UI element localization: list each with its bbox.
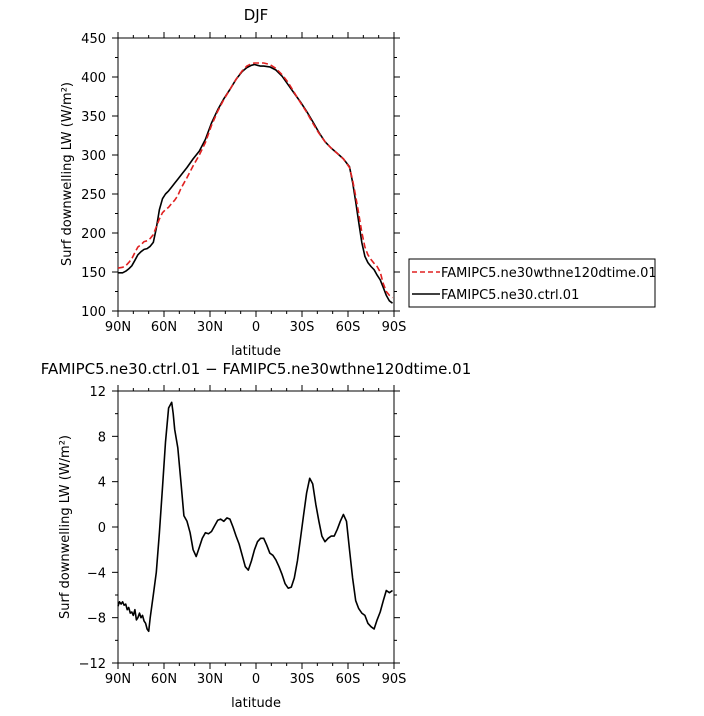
bottom-y-tick-label: −4 [87,566,106,581]
top-y-tick-label: 250 [81,188,106,203]
top-series-group [117,62,393,304]
bottom-y-axis-label: Surf downwelling LW (W/m²) [58,435,73,619]
bottom-y-tick-label: 12 [89,385,106,400]
top-y-tick-label: 350 [81,110,106,125]
top-chart-title: DJF [244,6,269,24]
top-y-tick-label: 150 [81,266,106,281]
bottom-x-tick-label: 30N [197,672,223,687]
top-y-axis-label: Surf downwelling LW (W/m²) [60,82,75,266]
bottom-x-tick-label: 90S [382,672,407,687]
bottom-x-axis-label: latitude [231,696,281,711]
top-axis-ticks: 90N 60N 30N 0 30S 60S 90S 100 150 200 250 300 350 400… [81,32,406,335]
bottom-panel: FAMIPC5.ne30.ctrl.01 − FAMIPC5.ne30wthne… [41,360,472,711]
bottom-x-tick-label: 60S [336,672,361,687]
top-y-tick-label: 300 [81,149,106,164]
top-y-tick-label: 100 [81,305,106,320]
bottom-y-tick-label: −12 [79,657,106,672]
bottom-y-tick-label: −8 [87,612,106,627]
bottom-axis-ticks: 90N 60N 30N 0 30S 60S 90S −12 −8 −4 0 4 8 12 [79,385,407,687]
top-x-tick-label: 30N [197,320,223,335]
top-x-tick-label: 90S [382,320,407,335]
bottom-x-tick-label: 30S [290,672,315,687]
top-x-tick-label: 60N [151,320,177,335]
bottom-series-group [117,401,393,633]
top-y-tick-label: 450 [81,32,106,47]
top-x-tick-label: 30S [290,320,315,335]
bottom-x-tick-label: 0 [252,672,260,687]
top-x-tick-label: 90N [105,320,131,335]
bottom-chart-title: FAMIPC5.ne30.ctrl.01 − FAMIPC5.ne30wthne… [41,360,472,378]
top-plot-frame [117,37,395,312]
top-series-line-1 [117,62,393,299]
bottom-series-line-1 [117,401,393,633]
bottom-y-tick-label: 8 [98,430,106,445]
top-series-line-2 [118,63,393,304]
top-x-axis-label: latitude [231,344,281,359]
top-panel: DJF 90N 60N 30N 0 30S 60S 90S 100 150 200 250 300 35… [60,6,406,359]
bottom-y-tick-label: 0 [98,521,106,536]
bottom-y-tick-label: 4 [98,476,106,491]
top-y-tick-label: 400 [81,71,106,86]
bottom-x-tick-label: 90N [105,672,131,687]
legend-entry-1: FAMIPC5.ne30wthne120dtime.01 [441,266,657,281]
legend-box [408,258,656,308]
legend: FAMIPC5.ne30wthne120dtime.01 FAMIPC5.ne3… [408,258,657,308]
top-x-tick-label: 0 [252,320,260,335]
top-y-tick-label: 200 [81,227,106,242]
legend-entry-2: FAMIPC5.ne30.ctrl.01 [441,288,579,303]
bottom-x-tick-label: 60N [151,672,177,687]
top-x-tick-label: 60S [336,320,361,335]
